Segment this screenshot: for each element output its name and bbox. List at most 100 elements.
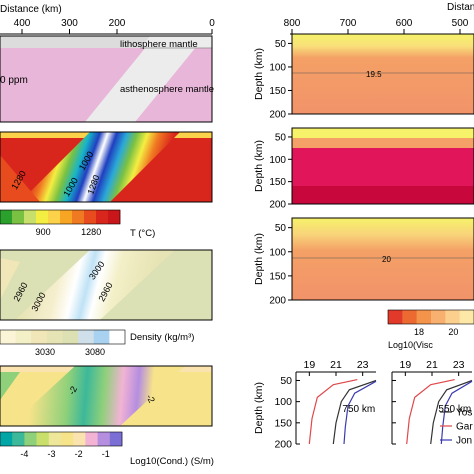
panel-c-left-wedge	[0, 258, 20, 300]
profile-y-tick-label: 200	[274, 439, 292, 451]
temperature-colorbar-swatch	[60, 210, 73, 224]
conductivity-colorbar-swatch	[85, 432, 98, 446]
panel-a-frame	[0, 35, 213, 123]
depth-tick-label: 150	[269, 86, 286, 97]
viscosity-colorbar-tick-label: 18	[414, 327, 424, 337]
profile-y-axis-label: Depth (km)	[253, 382, 265, 434]
conductivity-colorbar-tick-label: -2	[75, 449, 83, 459]
viscosity-colorbar-swatch	[431, 310, 446, 324]
panel-c-slab-band	[15, 250, 175, 320]
viscosity-colorbar-swatch	[388, 310, 403, 324]
depth-tick-label: 150	[269, 271, 286, 282]
density-colorbar: 3030 3080	[0, 329, 126, 357]
conductivity-colorbar-unit: Log10(Cond.) (S/m)	[130, 456, 214, 467]
profile-x-tick-label: 19	[303, 359, 315, 371]
depth-tick-label: 50	[275, 223, 287, 234]
conductivity-colorbar-swatch	[24, 432, 37, 446]
panel-d-contour-label: -2	[144, 393, 157, 405]
temperature-colorbar-tick-label: 1280	[81, 227, 101, 237]
temperature-colorbar-swatch	[84, 210, 97, 224]
viscosity-panel-3-fill	[292, 218, 474, 300]
conductivity-colorbar-tick-label: -4	[20, 449, 28, 459]
panel-b-slab-band	[20, 132, 180, 202]
depth-tick-label: 100	[269, 247, 286, 258]
viscosity-colorbar-label: Log10(Visc	[388, 340, 433, 350]
viscosity-profile-line	[430, 379, 473, 445]
viscosity-panel-2-frame	[291, 127, 474, 205]
top-axis-tick-label: 200	[109, 18, 126, 29]
profile-distance-label: 550 km	[438, 404, 471, 415]
viscosity-colorbar-swatch	[445, 310, 460, 324]
density-colorbar-frame	[0, 329, 126, 345]
depth-tick-label: 200	[269, 110, 286, 121]
viscosity-profiles: 19 21 23 750 km 19 21 23 550 km 50 100 150 200 Depth…	[253, 359, 473, 451]
depth-tick-label: 50	[275, 39, 287, 50]
right-axis-tick-label: 600	[396, 18, 413, 29]
legend-label: Gar	[456, 422, 473, 433]
viscosity-profile-line	[440, 380, 473, 445]
density-colorbar-swatch	[0, 330, 16, 344]
panel-b-warm-wedge	[0, 155, 40, 202]
top-axis-tick-label: 0	[209, 18, 215, 29]
viscosity-panel-1-fill	[292, 34, 474, 114]
density-colorbar-tick-label: 3080	[85, 347, 105, 357]
depth-tick-label: 100	[269, 155, 286, 166]
temperature-colorbar-unit: T (°C)	[130, 228, 155, 239]
legend-label: Jon	[456, 436, 472, 447]
viscosity-panel-2-bottom	[292, 186, 474, 204]
density-colorbar-swatch	[78, 330, 95, 344]
right-axis-tick-label: 700	[340, 18, 357, 29]
density-colorbar-swatch	[93, 330, 110, 344]
depth-axis-label: Depth (km)	[253, 48, 265, 100]
panel-c-density	[0, 250, 212, 320]
conductivity-colorbar-frame	[0, 431, 123, 447]
temperature-colorbar-swatch	[0, 210, 13, 224]
profile-x-tick-label: 19	[399, 359, 411, 371]
temperature-colorbar-swatch	[48, 210, 61, 224]
density-colorbar-swatch	[109, 330, 126, 344]
conductivity-colorbar-swatch	[97, 432, 111, 446]
temperature-colorbar-swatch	[96, 210, 109, 224]
conductivity-colorbar-swatch	[48, 432, 62, 446]
profile-y-tick-label: 150	[274, 417, 292, 429]
depth-tick-label: 200	[269, 296, 286, 307]
viscosity-colorbar-swatch	[459, 310, 474, 324]
viscosity-panel-2	[291, 127, 474, 205]
panel-b-frame	[0, 131, 213, 203]
viscosity-panel-1: 19.5	[291, 33, 474, 115]
temperature-colorbar-swatch	[36, 210, 49, 224]
top-axis-tick-label: 300	[61, 18, 78, 29]
temperature-colorbar: 900 1280	[0, 209, 121, 237]
density-colorbar-tick-label: 3030	[35, 347, 55, 357]
depth-tick-label: 150	[269, 177, 286, 188]
conductivity-colorbar-swatch	[109, 432, 123, 446]
density-colorbar-unit: Density (kg/m³)	[130, 332, 194, 343]
top-axis-tick-label: 400	[14, 18, 31, 29]
temperature-colorbar-frame	[0, 209, 121, 225]
depth-axis-label: Depth (km)	[253, 233, 265, 285]
panel-d-conductivity	[0, 366, 212, 426]
viscosity-colorbar: 18 20	[387, 309, 474, 337]
profile-distance-label: 750 km	[342, 404, 375, 415]
depth-tick-label: 200	[269, 200, 286, 211]
right-axis-tick-label: 800	[284, 18, 301, 29]
viscosity-profile-line	[343, 380, 377, 445]
depth-tick-label: 100	[269, 62, 286, 73]
conductivity-colorbar: -4 -3 -2 -1	[0, 431, 123, 459]
conductivity-colorbar-tick-label: -1	[102, 449, 110, 459]
profile-x-tick-label: 23	[453, 359, 465, 371]
depth-tick-label: 50	[275, 132, 287, 143]
conductivity-colorbar-swatch	[36, 432, 50, 446]
panel-a-lithosphere	[140, 36, 212, 48]
top-axis-title: Distance (km)	[0, 4, 62, 15]
panel-d-contour-label: -2	[67, 385, 80, 397]
right-axis-title: Distance (km)	[447, 2, 474, 13]
panel-a-asthenosphere-label: asthenosphere mantle	[120, 84, 214, 95]
profile-y-tick-label: 50	[280, 375, 292, 387]
density-colorbar-swatch	[46, 330, 63, 344]
viscosity-panel-1-contour-label: 19.5	[366, 70, 382, 79]
conductivity-colorbar-swatch	[0, 432, 13, 446]
density-colorbar-swatch	[15, 330, 32, 344]
depth-axis-label: Depth (km)	[253, 140, 265, 192]
